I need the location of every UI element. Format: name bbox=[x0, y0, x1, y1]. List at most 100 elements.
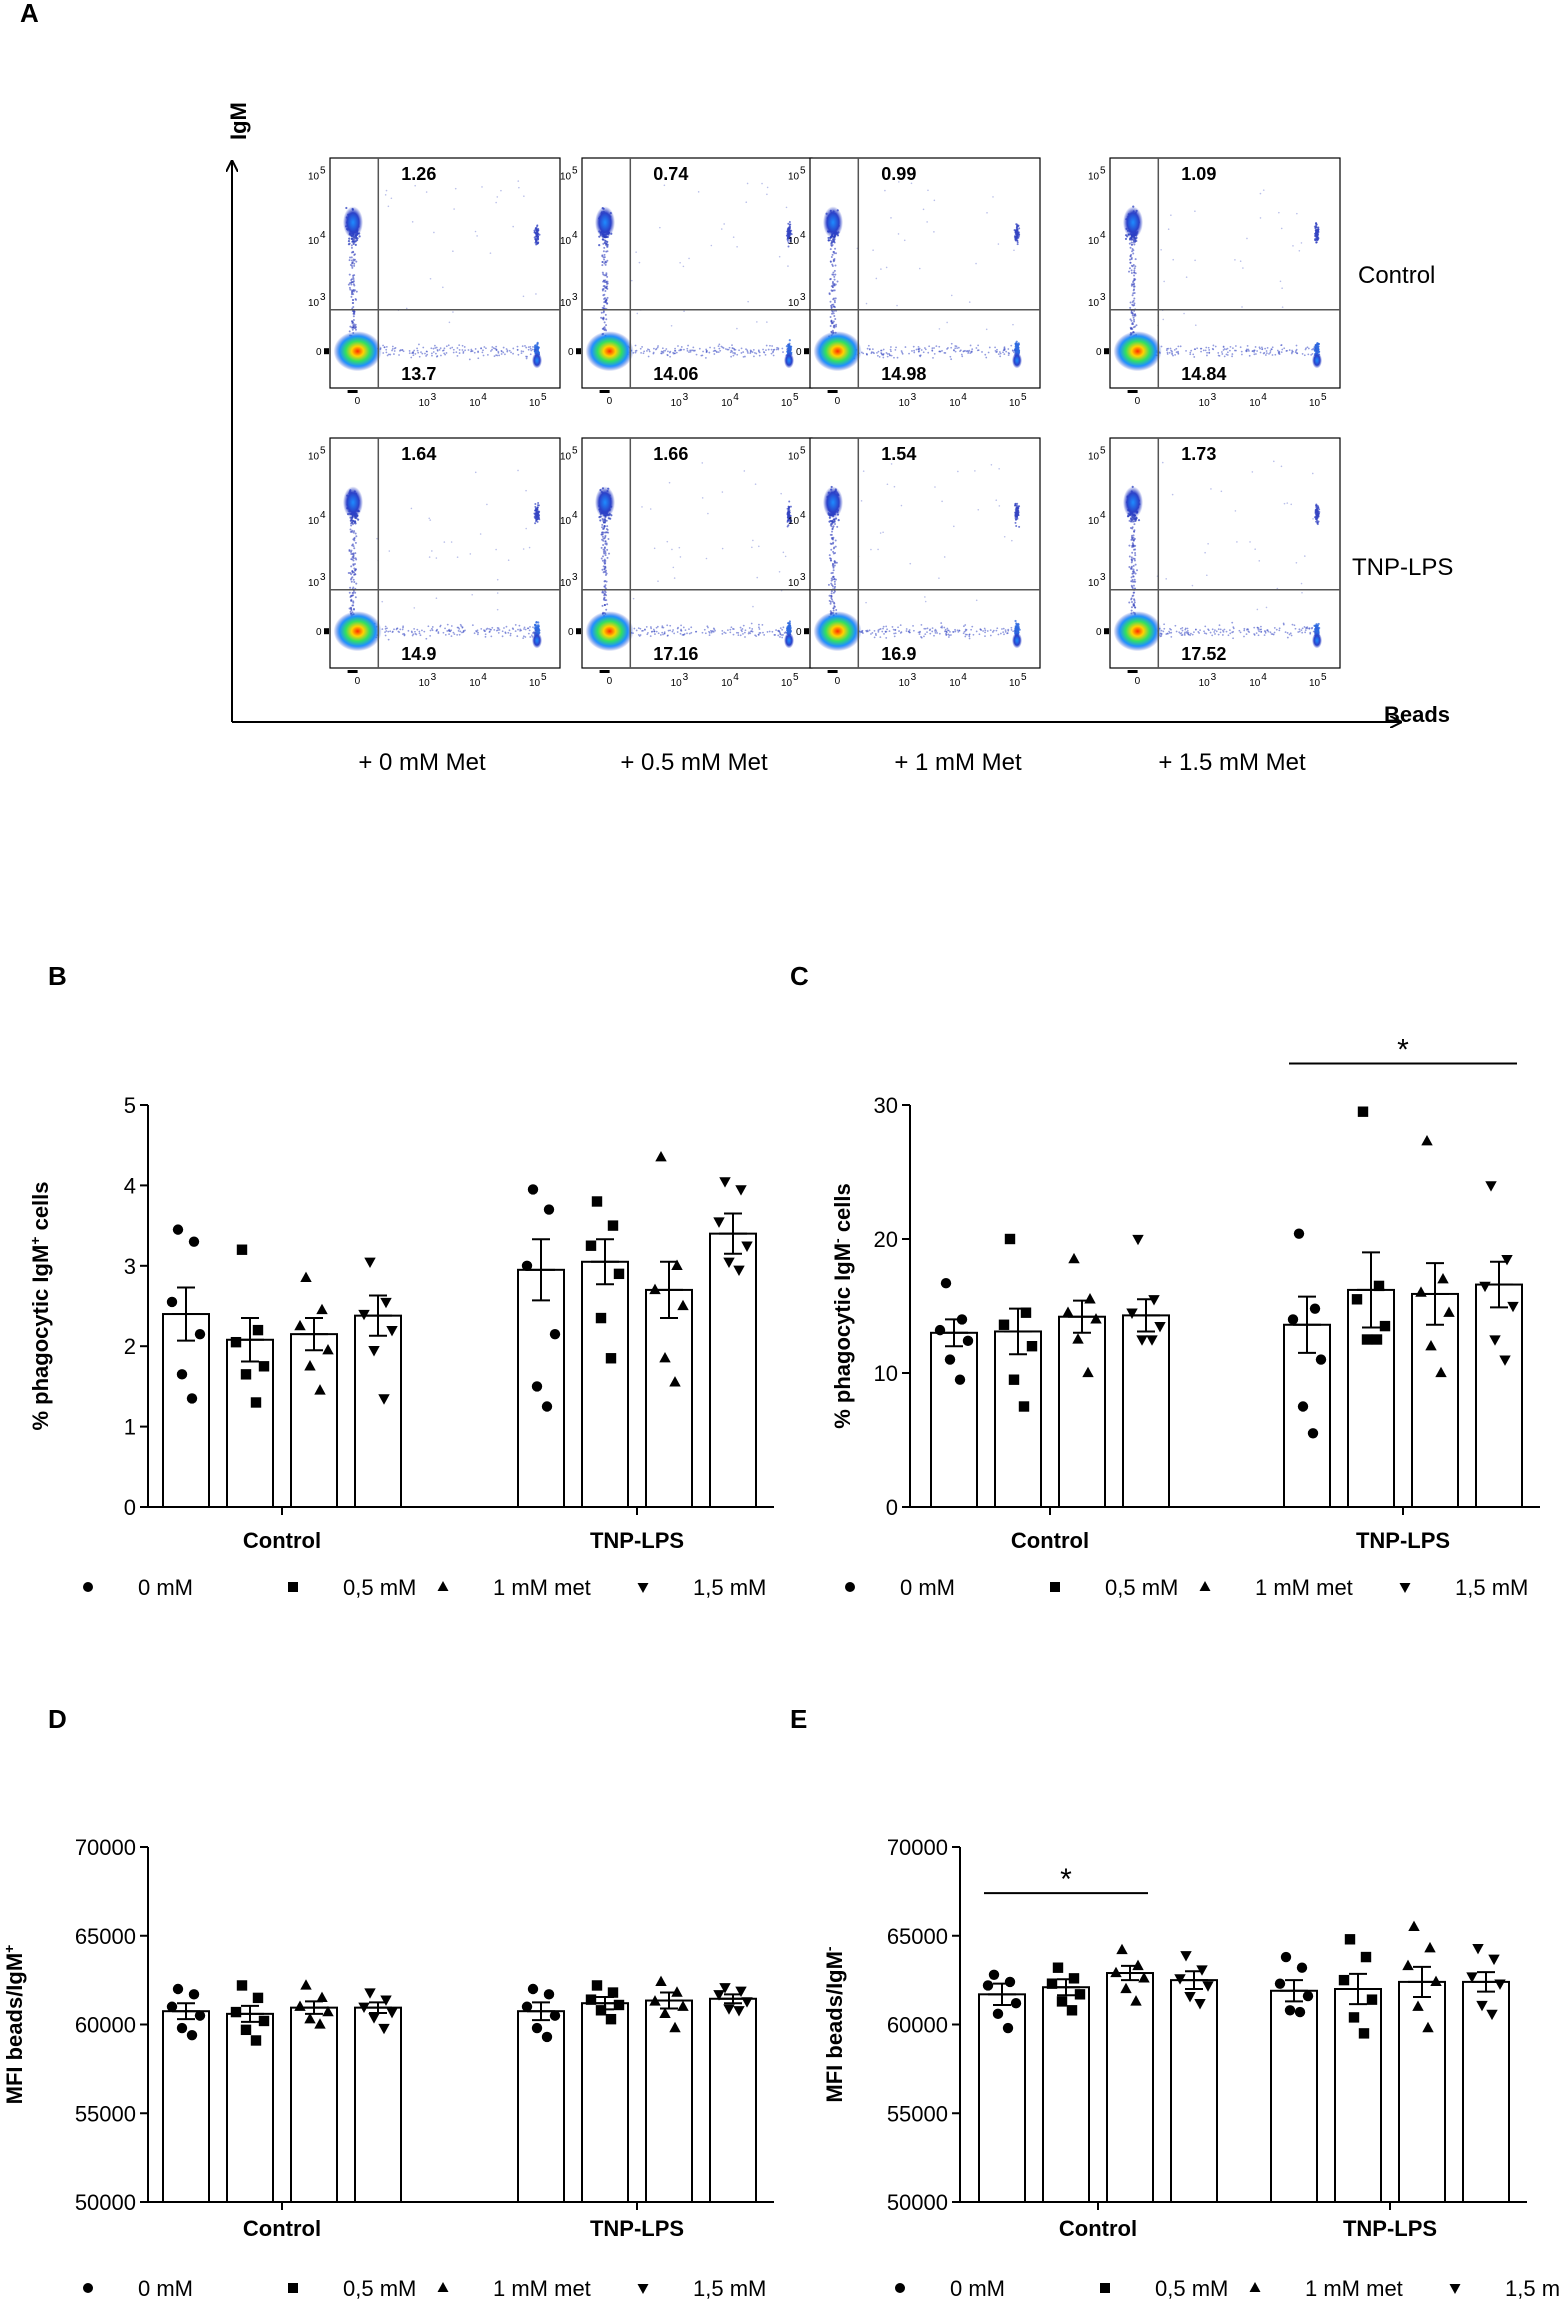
data-point bbox=[1180, 1951, 1192, 1962]
svg-text:4: 4 bbox=[572, 510, 578, 521]
data-point bbox=[1435, 1366, 1447, 1378]
data-point bbox=[1126, 1308, 1138, 1319]
legend-label: 0 mM bbox=[900, 1575, 955, 1600]
gate-lower-percentage: 14.06 bbox=[653, 364, 698, 384]
row-label-tnp-lps: TNP-LPS bbox=[1352, 554, 1453, 581]
x-tick-label: 0 bbox=[607, 396, 613, 407]
data-point bbox=[733, 1265, 745, 1277]
data-point bbox=[258, 2015, 270, 2027]
gate-lower-percentage: 17.52 bbox=[1181, 644, 1226, 664]
x-tick-label: 103 bbox=[419, 672, 437, 689]
svg-text:4: 4 bbox=[481, 392, 487, 403]
data-point bbox=[186, 2029, 198, 2041]
x-tick-label: 104 bbox=[1249, 672, 1267, 689]
event-cloud bbox=[333, 180, 542, 372]
data-point bbox=[543, 1204, 555, 1215]
bar bbox=[709, 1232, 757, 1508]
x-tick-label: 105 bbox=[1309, 672, 1327, 689]
data-point bbox=[300, 1979, 312, 1990]
data-point bbox=[934, 1324, 946, 1336]
data-point bbox=[316, 1303, 328, 1315]
x-tick-label: 105 bbox=[529, 392, 547, 409]
svg-text:5: 5 bbox=[1021, 392, 1027, 403]
y-tick-label: 103 bbox=[1088, 572, 1106, 589]
svg-text:3: 3 bbox=[320, 292, 326, 303]
svg-text:10: 10 bbox=[788, 172, 800, 183]
y-tick-label: 104 bbox=[560, 230, 578, 247]
y-tick-label: 104 bbox=[788, 510, 806, 527]
data-point bbox=[1026, 1341, 1038, 1352]
data-point bbox=[1297, 1401, 1309, 1412]
data-point bbox=[1371, 1334, 1383, 1345]
data-point bbox=[1315, 1354, 1327, 1365]
data-point bbox=[188, 1236, 200, 1247]
gate-upper-percentage: 1.26 bbox=[401, 164, 436, 184]
y-tick-label: 0 bbox=[568, 627, 574, 638]
data-point bbox=[1018, 1401, 1030, 1412]
x-tick-label: 104 bbox=[721, 392, 739, 409]
data-point bbox=[1062, 1306, 1074, 1317]
bar bbox=[162, 2010, 210, 2203]
data-point bbox=[250, 1397, 262, 1408]
gate-upper-percentage: 1.54 bbox=[881, 444, 916, 464]
data-point bbox=[521, 2001, 533, 2012]
data-point bbox=[378, 1394, 390, 1405]
data-point bbox=[549, 1328, 561, 1340]
data-point bbox=[719, 1983, 731, 1994]
svg-text:4: 4 bbox=[572, 230, 578, 241]
svg-text:10: 10 bbox=[1199, 398, 1211, 409]
data-point bbox=[605, 1353, 617, 1364]
data-point bbox=[364, 1257, 376, 1269]
data-point bbox=[613, 1999, 625, 2011]
gate-upper-percentage: 1.09 bbox=[1181, 164, 1216, 184]
y-tick-label: 103 bbox=[308, 292, 326, 309]
data-point bbox=[1138, 1972, 1150, 1983]
svg-text:5: 5 bbox=[793, 392, 799, 403]
y-tick-label: 104 bbox=[308, 230, 326, 247]
axis-hash-mark bbox=[804, 348, 809, 355]
svg-text:10: 10 bbox=[308, 172, 320, 183]
flow-plot: 1.54 16.9 105 104 103 0 0 103 104 105 bbox=[788, 437, 1041, 689]
y-tick-label: 70000 bbox=[75, 1835, 136, 1860]
data-point bbox=[1068, 1252, 1080, 1264]
x-tick-label: 103 bbox=[419, 392, 437, 409]
data-point bbox=[1202, 1981, 1214, 1992]
igm-positive-cluster bbox=[595, 486, 615, 519]
y-tick-label: 3 bbox=[124, 1254, 136, 1279]
igm-negative-cluster bbox=[813, 611, 862, 652]
svg-text:4: 4 bbox=[733, 392, 739, 403]
bar bbox=[1398, 1980, 1446, 2204]
bar bbox=[1270, 1989, 1318, 2204]
svg-text:10: 10 bbox=[781, 398, 793, 409]
x-tick-label: 0 bbox=[1135, 676, 1141, 687]
x-tick-label: 105 bbox=[529, 672, 547, 689]
data-point bbox=[1287, 1314, 1299, 1325]
legend-label: 0,5 mM bbox=[1155, 2276, 1228, 2301]
data-point bbox=[386, 2007, 398, 2019]
svg-text:5: 5 bbox=[793, 672, 799, 683]
data-point bbox=[230, 2006, 242, 2018]
bar bbox=[581, 2002, 629, 2203]
data-point bbox=[1052, 1962, 1064, 1973]
event-cloud bbox=[813, 463, 1022, 652]
data-point bbox=[172, 1224, 184, 1235]
flow-plot: 1.73 17.52 105 104 103 0 0 103 104 105 bbox=[1088, 437, 1341, 689]
igm-axis-label: IgM bbox=[226, 102, 251, 140]
data-point bbox=[595, 2005, 607, 2016]
data-point bbox=[368, 1346, 380, 1357]
data-point bbox=[1348, 2012, 1360, 2023]
group-label: TNP-LPS bbox=[1343, 2216, 1437, 2241]
legend-marker bbox=[1199, 1581, 1211, 1591]
svg-text:10: 10 bbox=[1088, 172, 1100, 183]
svg-text:3: 3 bbox=[1211, 392, 1217, 403]
data-point bbox=[954, 1374, 966, 1385]
data-point bbox=[1309, 1303, 1321, 1314]
data-point bbox=[531, 1381, 543, 1392]
bar bbox=[994, 1330, 1042, 1508]
data-point bbox=[992, 2008, 1004, 2020]
data-point bbox=[1004, 1976, 1016, 1988]
y-tick-label: 60000 bbox=[887, 2013, 948, 2038]
